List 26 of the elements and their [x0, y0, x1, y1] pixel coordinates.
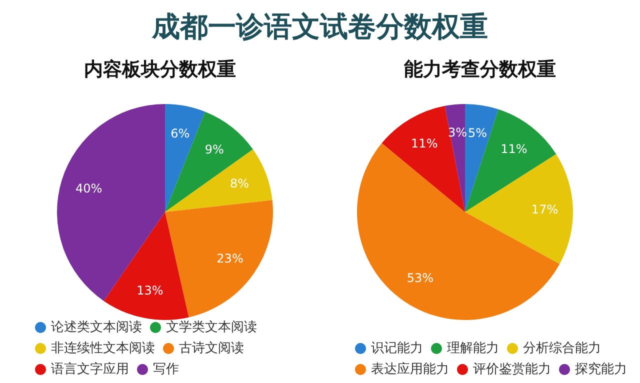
legend-label: 评价鉴赏能力 — [473, 362, 551, 377]
data-label: 11% — [500, 142, 528, 156]
data-label: 9% — [204, 142, 224, 156]
legend-label: 探究能力 — [575, 362, 627, 377]
data-label: 13% — [136, 283, 164, 298]
data-label: 53% — [406, 271, 434, 285]
legend-label: 写作 — [153, 362, 179, 377]
legend-label: 表达应用能力 — [371, 361, 449, 377]
chart-subtitle: 内容板块分数权重 — [84, 58, 236, 80]
legend-label: 分析综合能力 — [523, 341, 601, 356]
data-label: 8% — [230, 176, 250, 191]
legend-label: 论述类文本阅读 — [51, 320, 142, 335]
data-label: 17% — [531, 202, 558, 216]
legend-label: 文学类文本阅读 — [166, 320, 257, 335]
legend-label: 识记能力 — [371, 341, 423, 356]
chart-title: 能力考查分数权重 — [404, 58, 556, 80]
legend-label: 古诗文阅读 — [179, 341, 244, 356]
chart-title: 成都一诊语文试卷分数权重 — [150, 9, 489, 45]
data-label: 23% — [216, 251, 244, 266]
legend-label: 语言文字应用 — [51, 361, 129, 377]
legend-label: 非连续性文本阅读 — [51, 341, 155, 356]
data-label: 40% — [75, 181, 102, 196]
data-label: 6% — [170, 126, 190, 141]
data-label: 5% — [468, 126, 488, 140]
data-label: 11% — [411, 136, 438, 150]
legend-label: 理解能力 — [447, 341, 499, 356]
